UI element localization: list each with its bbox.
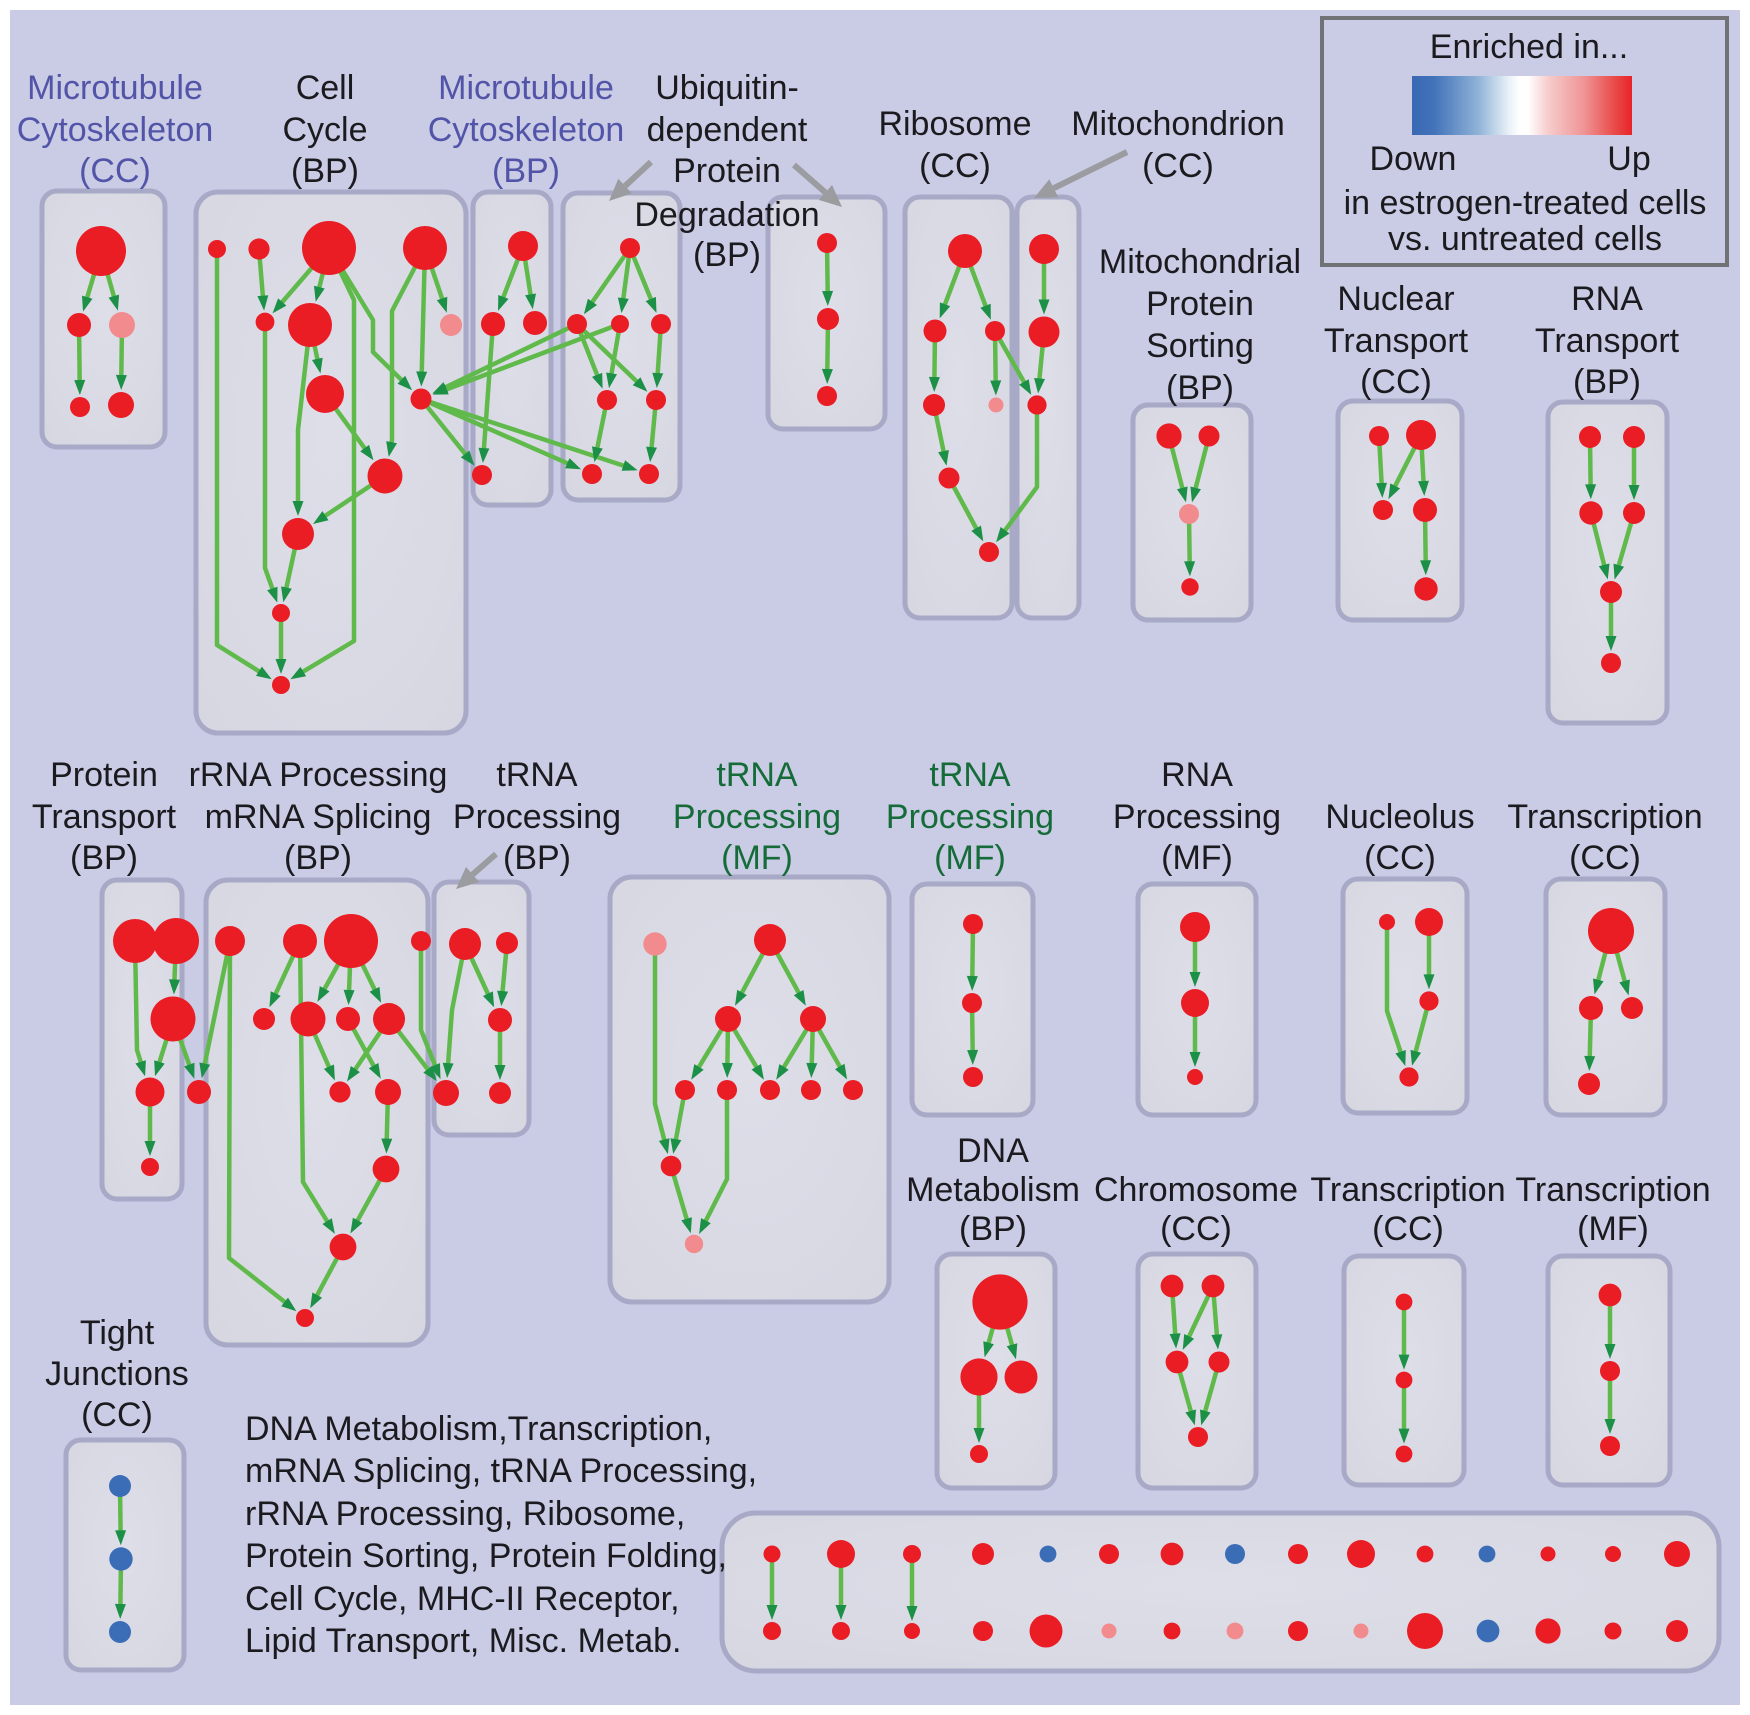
svg-text:(BP): (BP): [284, 839, 352, 877]
svg-text:Up: Up: [1607, 140, 1650, 178]
svg-text:Junctions: Junctions: [45, 1355, 189, 1393]
svg-text:Processing: Processing: [673, 798, 841, 836]
svg-text:tRNA: tRNA: [716, 756, 798, 794]
svg-text:(CC): (CC): [1569, 839, 1641, 877]
svg-text:(BP): (BP): [693, 236, 761, 274]
svg-text:rRNA Processing, Ribosome,: rRNA Processing, Ribosome,: [245, 1495, 685, 1533]
svg-text:Processing: Processing: [1113, 798, 1281, 836]
svg-text:(BP): (BP): [959, 1210, 1027, 1248]
svg-text:Processing: Processing: [453, 798, 621, 836]
svg-text:Nucleolus: Nucleolus: [1325, 798, 1474, 836]
svg-text:(CC): (CC): [1160, 1210, 1232, 1248]
svg-text:Transport: Transport: [1535, 322, 1680, 360]
svg-text:(CC): (CC): [79, 152, 151, 190]
svg-text:Sorting: Sorting: [1146, 327, 1254, 365]
svg-text:dependent: dependent: [647, 111, 808, 149]
svg-text:Protein: Protein: [1146, 285, 1254, 323]
svg-text:Cytoskeleton: Cytoskeleton: [428, 111, 625, 149]
svg-text:Transport: Transport: [1324, 322, 1469, 360]
svg-text:Protein Sorting, Protein Foldi: Protein Sorting, Protein Folding,: [245, 1537, 727, 1575]
svg-text:Cytoskeleton: Cytoskeleton: [17, 111, 214, 149]
svg-text:(CC): (CC): [1364, 839, 1436, 877]
svg-text:(BP): (BP): [492, 152, 560, 190]
svg-text:(BP): (BP): [1166, 369, 1234, 407]
svg-text:RNA: RNA: [1571, 280, 1643, 318]
svg-text:Mitochondrial: Mitochondrial: [1099, 243, 1301, 281]
svg-text:Nuclear: Nuclear: [1337, 280, 1454, 318]
svg-text:DNA: DNA: [957, 1132, 1029, 1170]
svg-text:Protein: Protein: [50, 756, 158, 794]
svg-text:Lipid Transport, Misc. Metab.: Lipid Transport, Misc. Metab.: [245, 1622, 682, 1660]
svg-text:Transcription: Transcription: [1515, 1171, 1710, 1209]
svg-text:Transport: Transport: [32, 798, 177, 836]
svg-text:Mitochondrion: Mitochondrion: [1071, 105, 1285, 143]
svg-text:(CC): (CC): [1372, 1210, 1444, 1248]
svg-text:(BP): (BP): [70, 839, 138, 877]
svg-text:Cell: Cell: [296, 69, 355, 107]
svg-text:Degradation: Degradation: [634, 196, 819, 234]
svg-text:tRNA: tRNA: [496, 756, 578, 794]
svg-text:vs. untreated cells: vs. untreated cells: [1388, 220, 1662, 258]
svg-text:(CC): (CC): [919, 147, 991, 185]
svg-text:Tight: Tight: [80, 1314, 155, 1352]
svg-text:(MF): (MF): [1577, 1210, 1649, 1248]
svg-text:mRNA Splicing: mRNA Splicing: [205, 798, 432, 836]
svg-text:(MF): (MF): [934, 839, 1006, 877]
svg-text:Transcription: Transcription: [1507, 798, 1702, 836]
svg-text:(CC): (CC): [1360, 363, 1432, 401]
svg-text:Processing: Processing: [886, 798, 1054, 836]
svg-text:(BP): (BP): [291, 152, 359, 190]
svg-text:Ribosome: Ribosome: [878, 105, 1031, 143]
svg-text:mRNA Splicing, tRNA Processing: mRNA Splicing, tRNA Processing,: [245, 1452, 757, 1490]
svg-text:(MF): (MF): [721, 839, 793, 877]
svg-text:Chromosome: Chromosome: [1094, 1171, 1298, 1209]
svg-text:in estrogen-treated cells: in estrogen-treated cells: [1344, 184, 1707, 222]
svg-text:(CC): (CC): [81, 1396, 153, 1434]
svg-text:Microtubule: Microtubule: [438, 69, 614, 107]
svg-text:(BP): (BP): [503, 839, 571, 877]
svg-text:Microtubule: Microtubule: [27, 69, 203, 107]
svg-text:Transcription: Transcription: [1310, 1171, 1505, 1209]
svg-text:Enriched in...: Enriched in...: [1430, 28, 1628, 66]
svg-text:(MF): (MF): [1161, 839, 1233, 877]
svg-text:Ubiquitin-: Ubiquitin-: [655, 69, 799, 107]
svg-text:DNA Metabolism,Transcription,: DNA Metabolism,Transcription,: [245, 1410, 712, 1448]
svg-text:(BP): (BP): [1573, 363, 1641, 401]
svg-text:(CC): (CC): [1142, 147, 1214, 185]
svg-text:Down: Down: [1370, 140, 1457, 178]
svg-text:tRNA: tRNA: [929, 756, 1011, 794]
svg-text:Cycle: Cycle: [282, 111, 367, 149]
svg-text:rRNA Processing: rRNA Processing: [189, 756, 448, 794]
svg-text:RNA: RNA: [1161, 756, 1233, 794]
svg-text:Protein: Protein: [673, 152, 781, 190]
svg-text:Metabolism: Metabolism: [906, 1171, 1080, 1209]
svg-text:Cell Cycle, MHC-II Receptor,: Cell Cycle, MHC-II Receptor,: [245, 1580, 680, 1618]
